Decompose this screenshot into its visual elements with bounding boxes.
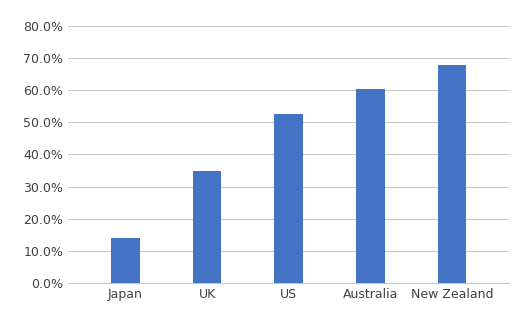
Bar — [193, 170, 222, 283]
Bar — [438, 64, 466, 283]
Bar — [356, 89, 385, 283]
Bar — [275, 114, 303, 283]
Bar — [111, 238, 140, 283]
